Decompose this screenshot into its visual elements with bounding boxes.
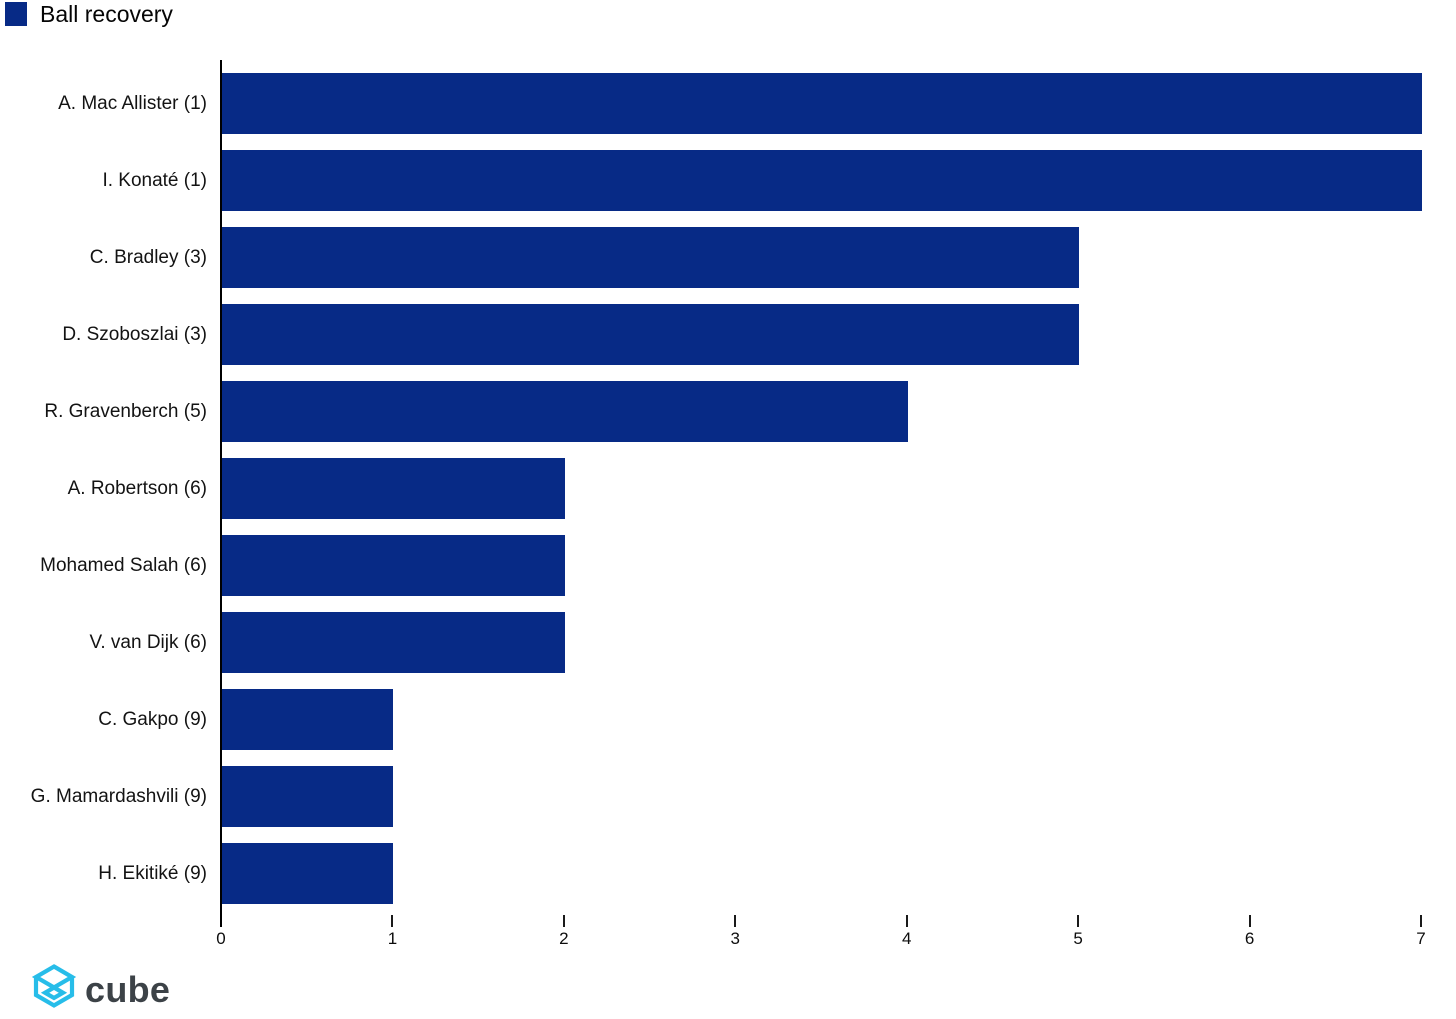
x-tick-label: 1: [387, 929, 398, 948]
chart-row: C. Bradley (3): [0, 227, 1456, 288]
chart-row: G. Mamardashvili (9): [0, 766, 1456, 827]
legend-label: Ball recovery: [40, 1, 173, 27]
x-tick-mark: [1248, 915, 1251, 927]
cube-icon: [31, 964, 77, 1008]
x-tick-mark: [734, 915, 737, 927]
x-tick-mark: [905, 915, 908, 927]
category-label: H. Ekitiké (9): [98, 862, 207, 884]
category-label: I. Konaté (1): [102, 169, 207, 191]
x-tick-label: 3: [730, 929, 741, 948]
bar: [222, 304, 1080, 365]
category-label: A. Mac Allister (1): [58, 92, 207, 114]
x-tick-label: 5: [1073, 929, 1083, 948]
bar: [222, 381, 908, 442]
bar: [222, 843, 394, 904]
category-label: D. Szoboszlai (3): [62, 323, 207, 345]
category-label: V. van Dijk (6): [89, 631, 207, 653]
bar: [222, 766, 394, 827]
brand-name: cube: [85, 968, 171, 1010]
category-label: A. Robertson (6): [67, 477, 207, 499]
legend-swatch: [5, 2, 27, 26]
y-axis-line: [220, 60, 222, 927]
chart-row: A. Mac Allister (1): [0, 73, 1456, 134]
category-label: Mohamed Salah (6): [40, 554, 207, 576]
chart-row: Mohamed Salah (6): [0, 535, 1456, 596]
bar: [222, 227, 1080, 288]
chart-row: A. Robertson (6): [0, 458, 1456, 519]
x-tick-label: 4: [901, 929, 912, 948]
category-label: R. Gravenberch (5): [44, 400, 207, 422]
chart-row: R. Gravenberch (5): [0, 381, 1456, 442]
bar: [222, 535, 565, 596]
bar: [222, 689, 394, 750]
bar: [222, 612, 565, 673]
x-tick-mark: [1077, 915, 1080, 927]
chart-row: C. Gakpo (9): [0, 689, 1456, 750]
category-label: C. Gakpo (9): [98, 708, 207, 730]
category-label: G. Mamardashvili (9): [30, 785, 207, 807]
chart-row: D. Szoboszlai (3): [0, 304, 1456, 365]
bar: [222, 73, 1422, 134]
x-tick-label: 7: [1416, 929, 1426, 948]
x-tick-mark: [1420, 915, 1422, 927]
x-tick-mark: [562, 915, 565, 927]
x-tick-label: 6: [1244, 929, 1255, 948]
chart-row: V. van Dijk (6): [0, 612, 1456, 673]
brand-logo: cube: [30, 963, 170, 1016]
chart-row: H. Ekitiké (9): [0, 843, 1456, 904]
x-tick-label: 2: [559, 929, 569, 948]
bar: [222, 458, 565, 519]
x-tick-label: 0: [216, 929, 226, 948]
bar: [222, 150, 1422, 211]
legend: Ball recovery: [5, 1, 173, 27]
x-tick-mark: [391, 915, 394, 927]
category-label: C. Bradley (3): [89, 246, 207, 268]
chart-row: I. Konaté (1): [0, 150, 1456, 211]
